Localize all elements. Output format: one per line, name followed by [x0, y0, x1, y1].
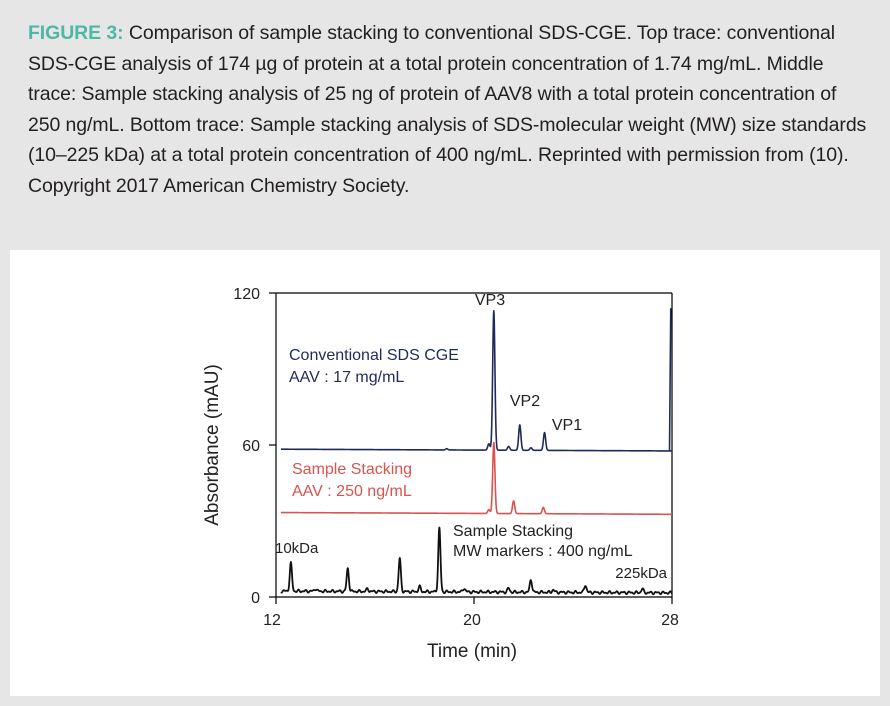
series-line-markers: [280, 526, 673, 596]
y-axis-label: Absorbance (mAU): [202, 364, 223, 526]
annotation-conventional-line2: AAV : 17 mg/mL: [289, 369, 404, 386]
electropherogram-chart: 120 60 0 12 20 28 Time (min) Absorbance …: [202, 286, 679, 662]
annotation-markers-line2: MW markers : 400 ng/mL: [453, 543, 633, 560]
series-line-stacking: [280, 441, 673, 516]
chart-panel: 120 60 0 12 20 28 Time (min) Absorbance …: [10, 250, 880, 696]
annotation-stacking-line2: AAV : 250 ng/mL: [292, 483, 412, 500]
figure-label: FIGURE 3:: [28, 22, 124, 44]
series-line-conventional: [280, 308, 673, 452]
y-tick-label-0: 0: [251, 590, 260, 607]
annotation-markers-line1: Sample Stacking: [453, 523, 573, 540]
x-tick-label-12: 12: [263, 612, 281, 629]
annotation-225kda: 225kDa: [615, 565, 667, 582]
y-tick-label-120: 120: [233, 286, 260, 303]
x-tick-label-28: 28: [661, 612, 679, 629]
x-tick-label-20: 20: [463, 612, 481, 629]
figure-caption-text: Comparison of sample stacking to convent…: [28, 22, 867, 197]
annotation-stacking-line1: Sample Stacking: [292, 461, 412, 478]
y-tick-label-60: 60: [242, 438, 260, 455]
peak-label-vp3: VP3: [475, 292, 505, 309]
annotation-conventional-line1: Conventional SDS CGE: [289, 347, 459, 364]
peak-label-vp1: VP1: [552, 417, 582, 434]
annotation-10kda: 10kDa: [275, 540, 319, 557]
figure-caption: FIGURE 3: Comparison of sample stacking …: [28, 18, 868, 201]
peak-label-vp2: VP2: [510, 393, 540, 410]
x-axis-label: Time (min): [427, 641, 517, 662]
